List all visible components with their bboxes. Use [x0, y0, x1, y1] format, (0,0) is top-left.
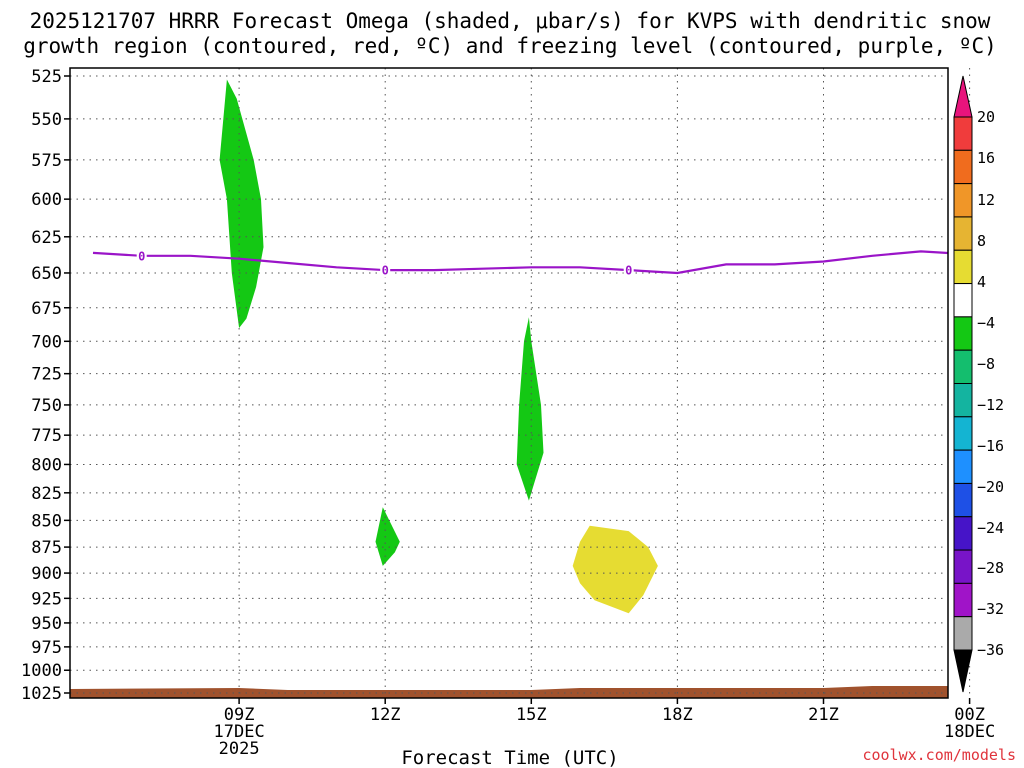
freezing-level-line [92, 250, 948, 275]
freezing-level-label: 0 [382, 264, 389, 278]
y-tick-label: 600 [31, 190, 62, 210]
x-date-label: 18DEC [944, 722, 995, 742]
freezing-level-label: 0 [625, 264, 632, 278]
colorbar-bottom-arrow [953, 649, 973, 693]
y-tick-label: 800 [31, 455, 62, 475]
y-tick-label: 575 [31, 151, 62, 171]
x-date-label: 17DEC [214, 722, 265, 742]
credit-link[interactable]: coolwx.com/models [862, 746, 1016, 764]
plot-frame [69, 67, 949, 699]
y-tick-label: 900 [31, 564, 62, 584]
y-tick-label: 675 [31, 299, 62, 319]
x-tick-label: 18Z [662, 705, 693, 725]
y-tick-label: 950 [31, 614, 62, 634]
colorbar-swatch [953, 516, 973, 551]
x-tick-label: 09Z [224, 705, 255, 725]
colorbar-label: −36 [977, 641, 1004, 659]
x-axis-label: Forecast Time (UTC) [401, 747, 618, 768]
y-tick-label: 650 [31, 264, 62, 284]
colorbar-swatch [953, 582, 973, 618]
omega-region-1 [516, 317, 544, 501]
colorbar-swatch [953, 349, 973, 384]
freezing-level: 0 0 0 [92, 248, 948, 278]
y-tick-label: 925 [31, 589, 62, 609]
y-axis: 525 550 575 600 625 650 675 700 725 750 775 800 825 8… [21, 67, 70, 704]
colorbar-label: −20 [977, 478, 1004, 496]
x-tick-label: 12Z [370, 705, 401, 725]
colorbar-label: 20 [977, 108, 995, 126]
grid [70, 68, 971, 698]
colorbar-swatch [953, 283, 973, 318]
colorbar-label: −32 [977, 600, 1004, 618]
freezing-label-bg [136, 248, 147, 263]
y-tick-label: 525 [31, 67, 62, 87]
colorbar-label: −4 [977, 314, 995, 332]
y-tick-label: 825 [31, 484, 62, 504]
x-tick-label: 21Z [808, 705, 839, 725]
colorbar-swatch [953, 149, 973, 185]
colorbar-swatch [953, 383, 973, 418]
colorbar-label: 16 [977, 149, 995, 167]
y-tick-label: 850 [31, 511, 62, 531]
x-year-label: 2025 [219, 739, 260, 759]
y-tick-label: 1025 [21, 684, 62, 704]
y-tick-label: 625 [31, 228, 62, 248]
colorbar-swatch [953, 449, 973, 484]
y-tick-label: 975 [31, 638, 62, 658]
colorbar-swatch [953, 183, 973, 218]
y-tick-label: 550 [31, 110, 62, 130]
x-tick-label: 15Z [516, 705, 547, 725]
chart-title-line2: growth region (contoured, red, ºC) and f… [23, 34, 997, 58]
y-tick-label: 700 [31, 332, 62, 352]
colorbar-label: 8 [977, 232, 986, 250]
x-tick-label: 00Z [954, 705, 985, 725]
colorbar-swatch [953, 116, 973, 151]
y-tick-label: 750 [31, 396, 62, 416]
colorbar-swatch [953, 549, 973, 584]
colorbar-label: −12 [977, 396, 1004, 414]
colorbar-swatch [953, 416, 973, 451]
surface-band [70, 686, 948, 698]
colorbar-label: −16 [977, 437, 1004, 455]
colorbar-swatch [953, 482, 973, 518]
colorbar-swatch [953, 616, 973, 651]
omega-region-4 [572, 525, 658, 614]
omega-shading [219, 79, 658, 614]
colorbar-label: −8 [977, 355, 995, 373]
freezing-level-label: 0 [138, 249, 145, 263]
chart-title-line1: 2025121707 HRRR Forecast Omega (shaded, … [30, 9, 991, 33]
colorbar-swatch [953, 249, 973, 285]
colorbar-label: −24 [977, 519, 1004, 537]
freezing-label-bg [623, 263, 634, 278]
y-tick-label: 875 [31, 538, 62, 558]
y-tick-label: 775 [31, 426, 62, 446]
freezing-label-bg [380, 263, 391, 278]
colorbar-swatch [953, 216, 973, 251]
omega-region-0 [219, 79, 264, 328]
omega-region-2 [375, 507, 400, 566]
surface-terrain [70, 686, 948, 698]
colorbar: 20 16 12 8 4 −4 −8 −12 −16 −20 −24 −28 −32 −36 [953, 75, 1004, 693]
y-tick-label: 1000 [21, 661, 62, 681]
y-tick-label: 725 [31, 365, 62, 385]
colorbar-swatch [953, 316, 973, 351]
colorbar-label: 12 [977, 191, 995, 209]
colorbar-label: −28 [977, 559, 1004, 577]
colorbar-label: 4 [977, 273, 986, 291]
